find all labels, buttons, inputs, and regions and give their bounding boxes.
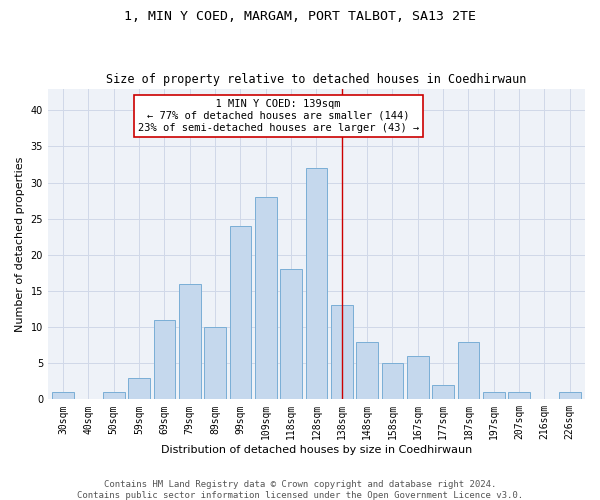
Bar (433, 385, 454, 400)
Bar (356, 342, 378, 400)
Bar (179, 284, 200, 400)
Bar (230, 226, 251, 400)
Bar (559, 392, 581, 400)
Text: 1 MIN Y COED: 139sqm  
← 77% of detached houses are smaller (144)
23% of semi-de: 1 MIN Y COED: 139sqm ← 77% of detached h… (138, 100, 419, 132)
Bar (331, 306, 353, 400)
Bar (205, 327, 226, 400)
Bar (382, 363, 403, 400)
Bar (483, 392, 505, 400)
Text: Contains HM Land Registry data © Crown copyright and database right 2024.
Contai: Contains HM Land Registry data © Crown c… (77, 480, 523, 500)
Bar (458, 342, 479, 400)
Bar (255, 197, 277, 400)
Bar (407, 356, 428, 400)
Bar (508, 392, 530, 400)
Text: 1, MIN Y COED, MARGAM, PORT TALBOT, SA13 2TE: 1, MIN Y COED, MARGAM, PORT TALBOT, SA13… (124, 10, 476, 23)
X-axis label: Distribution of detached houses by size in Coedhirwaun: Distribution of detached houses by size … (161, 445, 472, 455)
Bar (154, 320, 175, 400)
Bar (128, 378, 150, 400)
Bar (280, 269, 302, 400)
Y-axis label: Number of detached properties: Number of detached properties (15, 156, 25, 332)
Bar (52, 392, 74, 400)
Title: Size of property relative to detached houses in Coedhirwaun: Size of property relative to detached ho… (106, 73, 527, 86)
Bar (305, 168, 327, 400)
Bar (103, 392, 125, 400)
